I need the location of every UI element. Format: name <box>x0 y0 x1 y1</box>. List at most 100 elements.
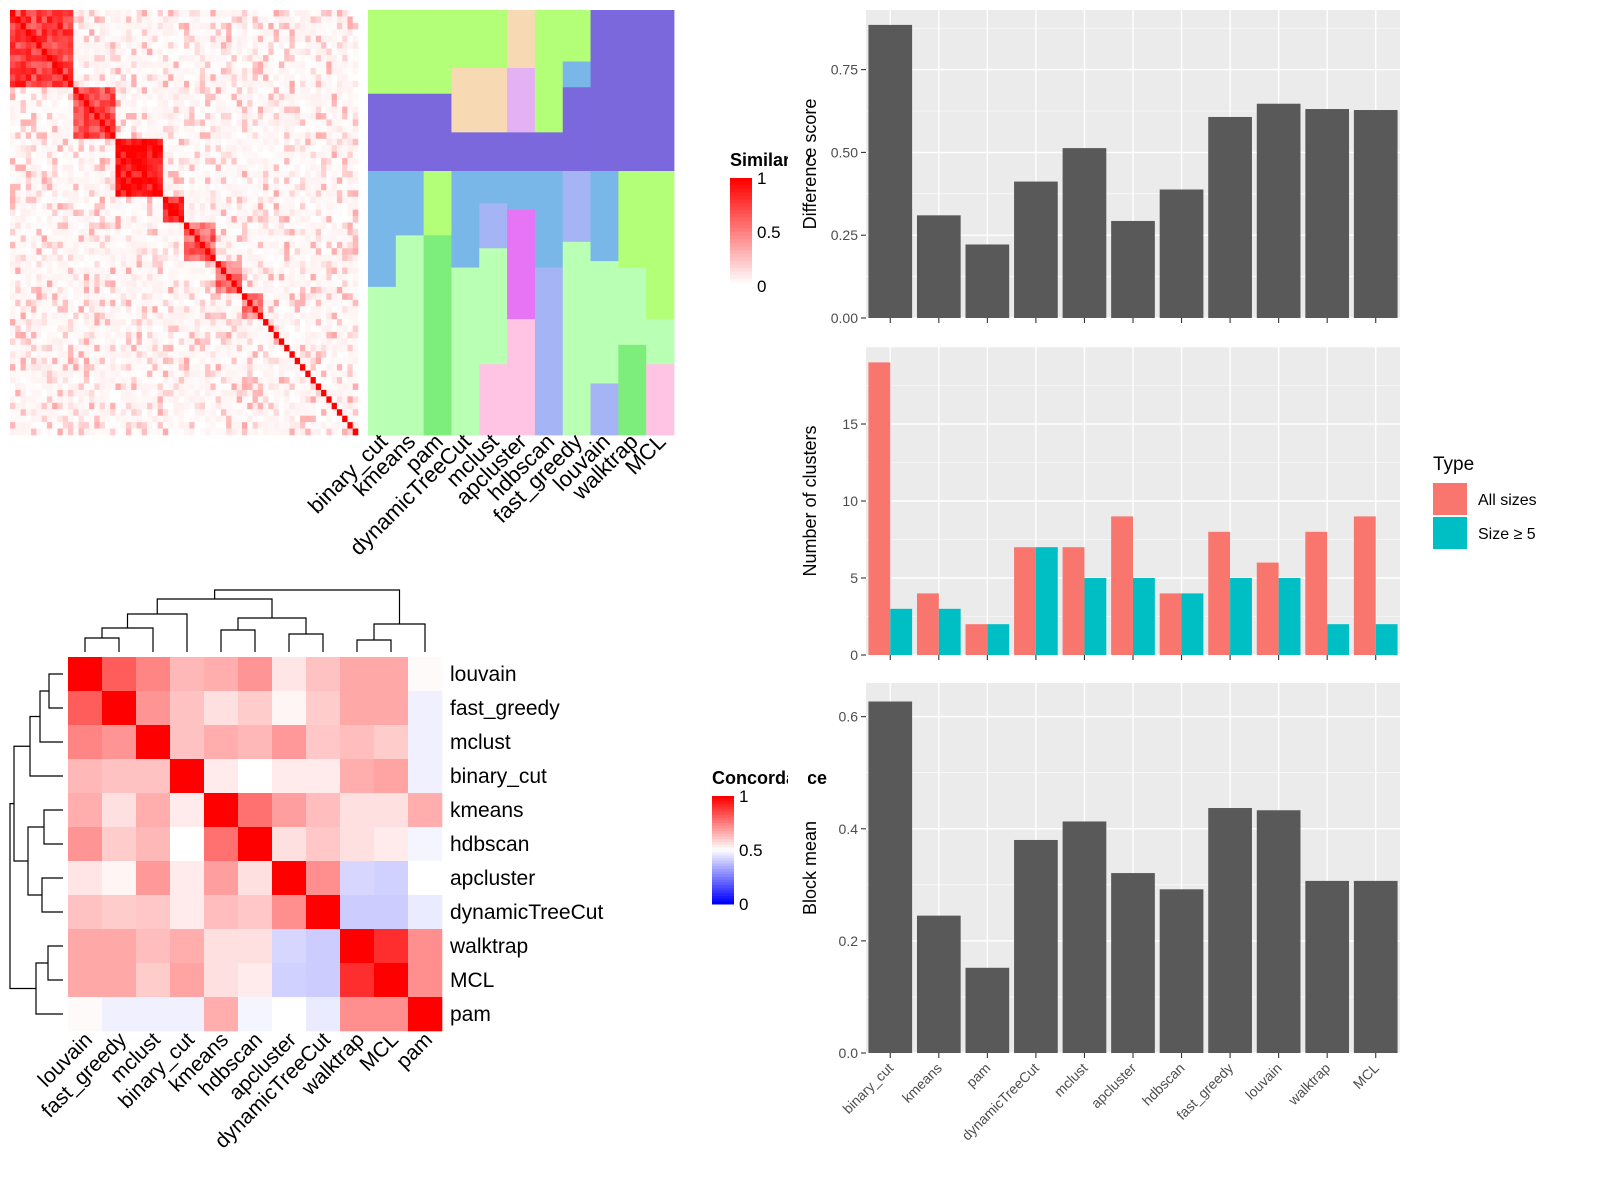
bar-size-ge-5 <box>987 624 1010 655</box>
similarity-cell <box>36 190 42 198</box>
similarity-cell <box>178 190 185 198</box>
bar <box>1256 103 1301 318</box>
similarity-cell <box>20 293 27 301</box>
similarity-cell <box>20 357 27 365</box>
similarity-cell <box>226 35 232 43</box>
similarity-cell <box>284 312 290 320</box>
similarity-cell <box>210 138 216 146</box>
similarity-cell <box>78 203 85 210</box>
similarity-cell <box>52 261 58 268</box>
similarity-cell <box>78 319 85 326</box>
similarity-cell <box>268 409 274 416</box>
similarity-cell <box>78 22 85 30</box>
similarity-cell <box>257 254 264 262</box>
similarity-cell <box>273 113 280 120</box>
similarity-cell <box>199 286 206 294</box>
similarity-cell <box>36 158 42 165</box>
similarity-cell <box>257 170 264 178</box>
similarity-cell <box>331 383 338 391</box>
similarity-cell <box>46 196 53 204</box>
similarity-cell <box>78 402 85 410</box>
similarity-cell <box>173 170 180 178</box>
similarity-cell <box>136 312 143 320</box>
similarity-cell <box>15 261 21 268</box>
similarity-cell <box>315 22 322 30</box>
similarity-cell <box>326 299 332 307</box>
similarity-cell <box>78 389 85 397</box>
similarity-cell <box>147 351 153 359</box>
similarity-cell <box>336 389 343 397</box>
similarity-cell <box>347 16 354 24</box>
similarity-cell <box>152 132 158 140</box>
similarity-cell <box>326 170 332 178</box>
similarity-cell <box>215 100 222 107</box>
similarity-cell <box>347 10 354 17</box>
similarity-cell <box>136 396 143 404</box>
similarity-cell <box>210 396 216 404</box>
similarity-cell <box>68 370 74 378</box>
similarity-cell <box>173 87 180 95</box>
similarity-cell <box>226 216 232 223</box>
similarity-cell <box>141 319 148 326</box>
concordance-cell <box>136 793 171 828</box>
similarity-cell <box>352 132 359 140</box>
similarity-cell <box>78 222 85 230</box>
similarity-cell <box>83 67 90 75</box>
similarity-cell <box>205 106 211 114</box>
similarity-cell <box>352 190 359 198</box>
similarity-cell <box>68 241 74 249</box>
similarity-cell <box>252 106 259 114</box>
similarity-cell <box>41 216 48 223</box>
similarity-cell <box>194 415 201 423</box>
similarity-cell <box>305 106 311 114</box>
similarity-cell <box>52 325 58 333</box>
similarity-cell <box>336 113 343 120</box>
similarity-cell <box>62 312 69 320</box>
similarity-cell <box>278 389 285 397</box>
similarity-cell <box>126 216 132 223</box>
similarity-cell <box>331 10 338 17</box>
similarity-cell <box>41 422 48 429</box>
similarity-cell <box>342 402 348 410</box>
similarity-cell <box>110 344 116 352</box>
similarity-cell <box>305 357 311 365</box>
similarity-cell <box>210 158 216 165</box>
similarity-cell <box>315 74 322 82</box>
similarity-cell <box>178 10 185 17</box>
similarity-cell <box>310 67 317 75</box>
similarity-cell <box>236 261 243 268</box>
similarity-cell <box>110 10 116 17</box>
similarity-cell <box>99 241 106 249</box>
similarity-cell <box>347 325 354 333</box>
similarity-cell <box>31 145 37 152</box>
similarity-cell <box>173 222 180 230</box>
similarity-cell <box>99 319 106 326</box>
similarity-cell <box>52 125 58 133</box>
similarity-cell <box>131 235 137 243</box>
similarity-cell <box>36 312 42 320</box>
similarity-cell <box>220 428 227 436</box>
similarity-cell <box>194 383 201 391</box>
similarity-cell <box>231 87 238 95</box>
similarity-cell <box>15 396 21 404</box>
similarity-cell <box>136 364 143 371</box>
similarity-cell <box>83 106 90 114</box>
similarity-cell <box>347 228 354 236</box>
similarity-cell <box>205 428 211 436</box>
similarity-cell <box>315 415 322 423</box>
similarity-cell <box>305 35 311 43</box>
similarity-legend-swatch <box>730 192 752 196</box>
similarity-cell <box>184 100 190 107</box>
similarity-cell <box>310 42 317 49</box>
similarity-cell <box>62 87 69 95</box>
similarity-cell <box>226 151 232 159</box>
similarity-cell <box>120 74 127 82</box>
similarity-cell <box>31 183 37 191</box>
similarity-cell <box>199 164 206 172</box>
similarity-cell <box>336 145 343 152</box>
similarity-cell <box>257 164 264 172</box>
similarity-cell <box>94 42 100 49</box>
similarity-cell <box>162 74 169 82</box>
similarity-cell <box>247 119 253 127</box>
